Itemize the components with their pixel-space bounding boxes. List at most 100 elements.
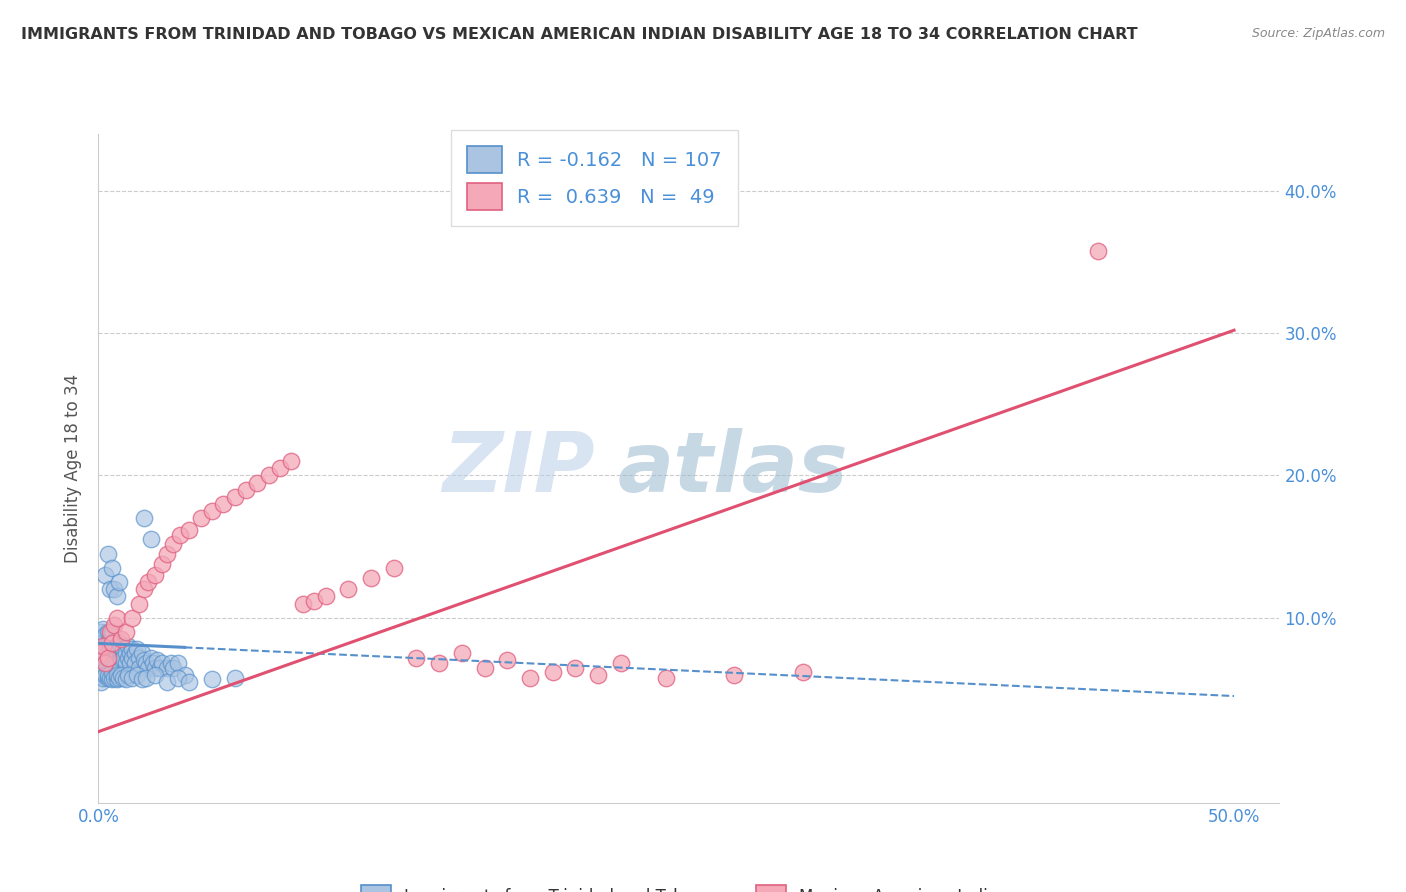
Point [132, 582, 155, 597]
Point [224, 490, 246, 504]
Point [96, 547, 118, 561]
Point [94, 568, 117, 582]
Point [114, 657, 136, 671]
Point [541, 665, 564, 679]
Point [132, 511, 155, 525]
Point [121, 642, 143, 657]
Point [105, 667, 128, 681]
Text: ZIP: ZIP [441, 428, 595, 508]
Point [101, 672, 124, 686]
Point [94, 639, 117, 653]
Point [98, 582, 121, 597]
Point [135, 671, 157, 685]
Point [150, 657, 173, 671]
Point [108, 636, 131, 650]
Point [108, 643, 131, 657]
Point [235, 483, 257, 497]
Point [143, 660, 166, 674]
Point [131, 646, 153, 660]
Point [101, 561, 124, 575]
Point [723, 667, 745, 681]
Point [610, 657, 633, 671]
Point [139, 650, 162, 665]
Point [94, 657, 117, 671]
Point [162, 537, 184, 551]
Point [150, 557, 173, 571]
Point [96, 625, 118, 640]
Point [190, 511, 212, 525]
Point [105, 639, 128, 653]
Point [302, 593, 325, 607]
Point [96, 667, 118, 681]
Point [564, 660, 586, 674]
Point [110, 660, 132, 674]
Point [96, 671, 118, 685]
Point [128, 650, 150, 665]
Point [110, 639, 132, 653]
Point [91, 671, 114, 685]
Point [173, 667, 195, 681]
Point [103, 653, 125, 667]
Point [138, 660, 160, 674]
Text: Source: ZipAtlas.com: Source: ZipAtlas.com [1251, 27, 1385, 40]
Point [110, 653, 132, 667]
Point [103, 582, 125, 597]
Point [167, 657, 190, 671]
Point [108, 660, 131, 674]
Point [114, 672, 136, 686]
Point [105, 590, 128, 604]
Point [101, 665, 124, 679]
Point [360, 571, 382, 585]
Point [124, 646, 146, 660]
Point [128, 597, 150, 611]
Point [149, 660, 172, 674]
Point [112, 671, 135, 685]
Point [103, 671, 125, 685]
Point [103, 660, 125, 674]
Text: IMMIGRANTS FROM TRINIDAD AND TOBAGO VS MEXICAN AMERICAN INDIAN DISABILITY AGE 18: IMMIGRANTS FROM TRINIDAD AND TOBAGO VS M… [21, 27, 1137, 42]
Point [1087, 244, 1109, 258]
Point [257, 468, 280, 483]
Point [91, 667, 114, 681]
Point [91, 632, 114, 646]
Point [91, 639, 114, 653]
Point [167, 671, 190, 685]
Point [337, 582, 360, 597]
Point [96, 646, 118, 660]
Point [98, 660, 121, 674]
Point [246, 475, 269, 490]
Point [103, 618, 125, 632]
Point [90, 636, 112, 650]
Point [201, 672, 224, 686]
Point [117, 639, 139, 653]
Point [98, 653, 121, 667]
Point [143, 667, 166, 681]
Point [138, 575, 160, 590]
Point [162, 660, 184, 674]
Point [169, 528, 191, 542]
Point [91, 665, 114, 679]
Point [90, 660, 112, 674]
Point [179, 674, 201, 689]
Point [94, 667, 117, 681]
Point [146, 653, 169, 667]
Point [101, 636, 124, 650]
Point [155, 547, 177, 561]
Point [98, 642, 121, 657]
Point [655, 671, 678, 685]
Point [98, 625, 121, 640]
Point [179, 523, 201, 537]
Point [110, 646, 132, 660]
Point [427, 657, 450, 671]
Point [91, 642, 114, 657]
Point [201, 504, 224, 518]
Point [291, 597, 314, 611]
Point [94, 660, 117, 674]
Point [131, 672, 153, 686]
Point [117, 650, 139, 665]
Point [90, 667, 112, 681]
Point [124, 657, 146, 671]
Point [90, 625, 112, 640]
Legend: Immigrants from Trinidad and Tobago, Mexican American Indians: Immigrants from Trinidad and Tobago, Mex… [354, 878, 1024, 892]
Point [117, 667, 139, 681]
